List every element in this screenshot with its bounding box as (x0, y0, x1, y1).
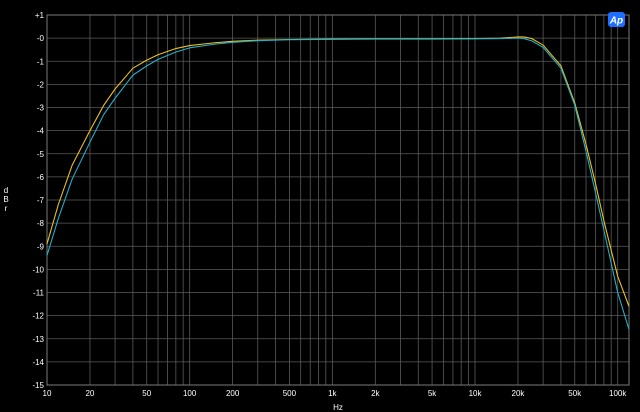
x-tick-label: 50 (142, 389, 151, 398)
x-tick-label: 100k (609, 389, 627, 398)
y-tick-label: -15 (32, 381, 44, 390)
grid (46, 14, 630, 386)
y-tick-label: -13 (32, 335, 44, 344)
y-axis-label: dBr (3, 186, 8, 213)
series-line-2 (46, 37, 630, 330)
y-tick-label: -4 (37, 127, 45, 136)
x-tick-label: 2k (371, 389, 380, 398)
x-axis-label: Hz (333, 403, 343, 412)
x-tick-label: 500 (283, 389, 297, 398)
y-tick-label: -6 (37, 173, 45, 182)
y-tick-label: -11 (33, 289, 45, 298)
y-tick-labels: +1 -0 -1 -2 -3 -4 -5 -6 -7 -8 -9 -10 -11 -12 -13 -14 -15 (32, 11, 44, 390)
x-tick-label: 5k (428, 389, 437, 398)
x-tick-label: 1k (328, 389, 337, 398)
y-axis-label-char: B (3, 195, 8, 204)
x-tick-label: 20 (85, 389, 94, 398)
plot-frame (46, 14, 630, 386)
y-tick-label: -5 (37, 150, 45, 159)
x-tick-labels: 10 20 50 100 200 500 1k 2k 5k 10k 20k 50k 100k (43, 389, 628, 398)
y-tick-label: -2 (37, 80, 45, 89)
y-tick-label: -9 (37, 242, 45, 251)
y-tick-label: -14 (32, 358, 44, 367)
y-axis-label-char: r (5, 204, 8, 213)
x-tick-label: 10 (43, 389, 52, 398)
y-tick-label: -10 (32, 265, 44, 274)
y-axis-label-char: d (4, 186, 8, 195)
x-tick-label: 20k (512, 389, 526, 398)
x-tick-label: 100 (183, 389, 197, 398)
y-tick-label: -7 (37, 196, 45, 205)
series-group (46, 36, 630, 330)
y-tick-label: -8 (37, 219, 45, 228)
y-tick-label: +1 (35, 11, 45, 20)
audio-precision-logo: Ap (608, 12, 625, 27)
x-tick-label: 50k (568, 389, 582, 398)
x-tick-label: 10k (469, 389, 483, 398)
logo-text: Ap (609, 16, 623, 27)
y-tick-label: -0 (37, 34, 45, 43)
x-tick-label: 200 (226, 389, 240, 398)
y-tick-label: -3 (37, 104, 45, 113)
y-tick-label: -12 (32, 312, 44, 321)
y-tick-label: -1 (37, 57, 45, 66)
